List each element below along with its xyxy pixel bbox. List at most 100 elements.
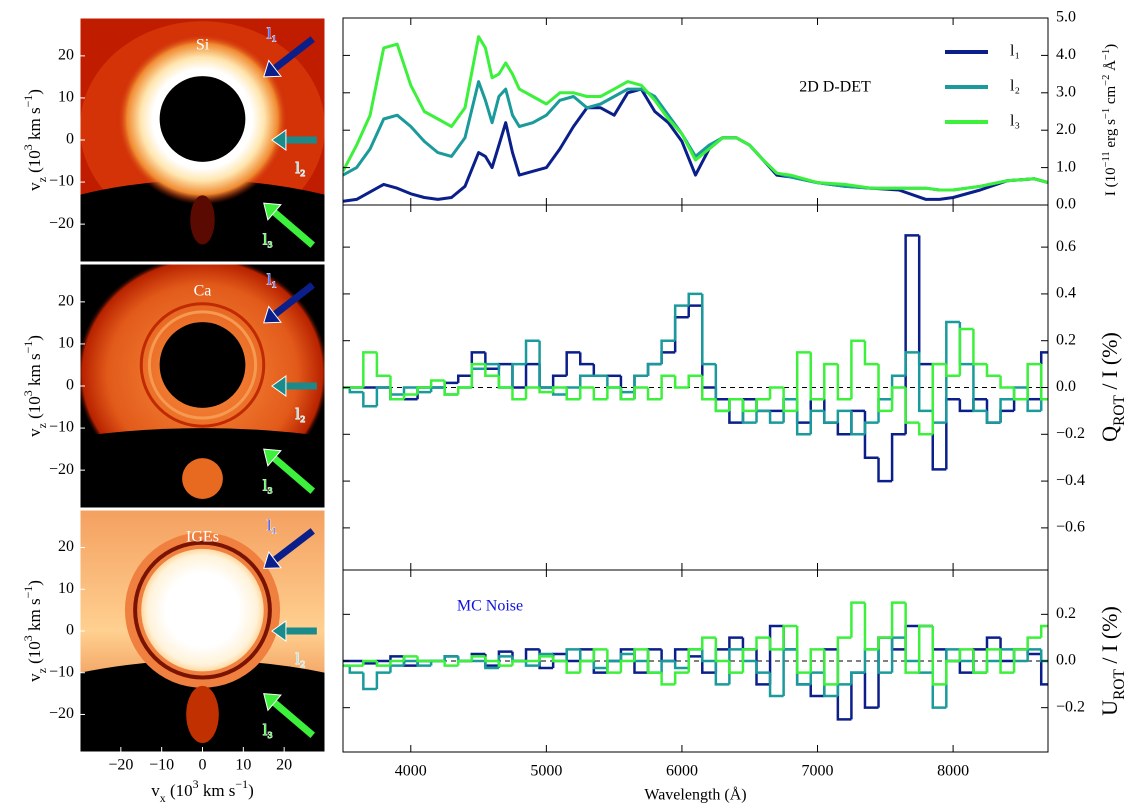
arrow-label: l₁	[267, 271, 277, 288]
axis-label: vx (103 km s−1)	[151, 777, 254, 805]
axis-label-part: (10	[25, 396, 44, 423]
x-tick-label: 0	[199, 757, 207, 774]
axis-label-part: km s	[25, 353, 44, 390]
axis-label-part: x	[160, 791, 166, 805]
step-segment	[877, 649, 893, 674]
step-segment	[619, 659, 635, 673]
step-segment	[931, 672, 947, 709]
arrow-label: l₁	[267, 25, 277, 42]
step-segment	[456, 386, 472, 395]
axis-label-part: km s	[25, 107, 44, 144]
step-segment	[945, 649, 960, 663]
axis-label-part: / I (%)	[1097, 606, 1122, 669]
step-segment	[809, 409, 825, 435]
frame	[342, 17, 1049, 206]
ring	[133, 540, 272, 680]
step-segment	[673, 671, 689, 685]
step-segment	[524, 339, 540, 365]
step-segment	[606, 649, 621, 674]
x-tick-label: −20	[108, 757, 133, 774]
step-segment	[890, 386, 906, 411]
plume	[186, 685, 219, 744]
step-segment	[782, 387, 798, 413]
step-segment	[863, 340, 879, 366]
arrow-label: l₁	[267, 517, 277, 534]
step-segment	[565, 386, 581, 395]
step-segment	[497, 364, 513, 389]
y-tick-label: 20	[58, 293, 74, 310]
y-tick-label: 0.6	[1056, 238, 1076, 255]
step-segment	[579, 649, 594, 663]
plume	[182, 458, 223, 499]
step-segment	[782, 648, 798, 696]
axis-label-part: Å	[1103, 60, 1119, 75]
axis-label: vz (103 km s−1)	[21, 335, 49, 437]
step-segment	[958, 649, 974, 663]
axis-label-part: −1	[1101, 108, 1112, 119]
step-segment	[985, 399, 1001, 424]
step-segment	[579, 648, 594, 661]
step-segment	[931, 410, 947, 424]
axis-label: UROT / I (%)	[1097, 606, 1128, 716]
y-tick-label: 0.2	[1056, 331, 1076, 348]
axis-label-part: 3	[21, 635, 35, 641]
step-segment	[917, 422, 933, 436]
axis-label-part: 3	[21, 390, 35, 396]
axis-label-part: I (10	[1103, 167, 1119, 196]
x-tick-label: 20	[276, 757, 292, 774]
step-segment	[402, 655, 418, 661]
step-segment	[443, 661, 459, 667]
step-segment	[497, 661, 513, 667]
arrow-head	[271, 620, 287, 642]
step-segment	[728, 397, 743, 411]
step-segment	[524, 661, 540, 667]
arrow-label: l₂	[295, 406, 305, 423]
annotation: 2D D-DET	[799, 79, 871, 96]
step-segment	[904, 351, 920, 376]
step-segment	[484, 352, 499, 371]
step-segment	[565, 387, 581, 401]
step-segment	[538, 649, 554, 670]
step-segment	[714, 637, 730, 663]
y-tick-label: −0.4	[1056, 472, 1085, 489]
step-segment	[701, 656, 716, 674]
ring2	[147, 310, 258, 420]
step-segment	[904, 624, 920, 650]
step-segment	[809, 648, 825, 673]
step-segment	[443, 381, 459, 388]
step-segment	[795, 399, 811, 436]
legend-label: l₂	[1010, 78, 1020, 95]
step-segment	[850, 339, 865, 400]
step-segment	[511, 364, 527, 389]
step-segment	[958, 327, 974, 376]
step-segment	[416, 656, 432, 663]
y-tick-label: 10	[58, 335, 74, 352]
spectrum-line	[343, 35, 1048, 192]
step-segment	[863, 672, 879, 709]
step-segment	[524, 386, 540, 400]
step-segment	[904, 602, 920, 674]
step-segment	[877, 457, 893, 483]
step-segment	[389, 664, 405, 673]
step-segment	[809, 684, 825, 698]
step-segment	[795, 649, 811, 686]
step-segment	[728, 399, 743, 424]
step-segment	[931, 364, 947, 471]
step-segment	[931, 362, 947, 435]
step-segment	[497, 650, 513, 666]
step-segment	[890, 433, 906, 482]
step-segment	[389, 387, 405, 396]
step-segment	[551, 386, 567, 393]
step-segment	[538, 655, 554, 661]
axis-label-part: (10	[25, 150, 44, 177]
panel-label: Si	[196, 37, 210, 54]
step-segment	[673, 375, 689, 389]
step-segment	[985, 659, 1001, 673]
step-segment	[375, 671, 391, 689]
axis-label-part: −1	[1101, 49, 1112, 60]
step-segment	[646, 661, 662, 674]
step-segment	[1012, 649, 1028, 663]
y-tick-label: −20	[49, 705, 74, 722]
step-segment	[511, 387, 527, 401]
step-segment	[484, 656, 499, 663]
